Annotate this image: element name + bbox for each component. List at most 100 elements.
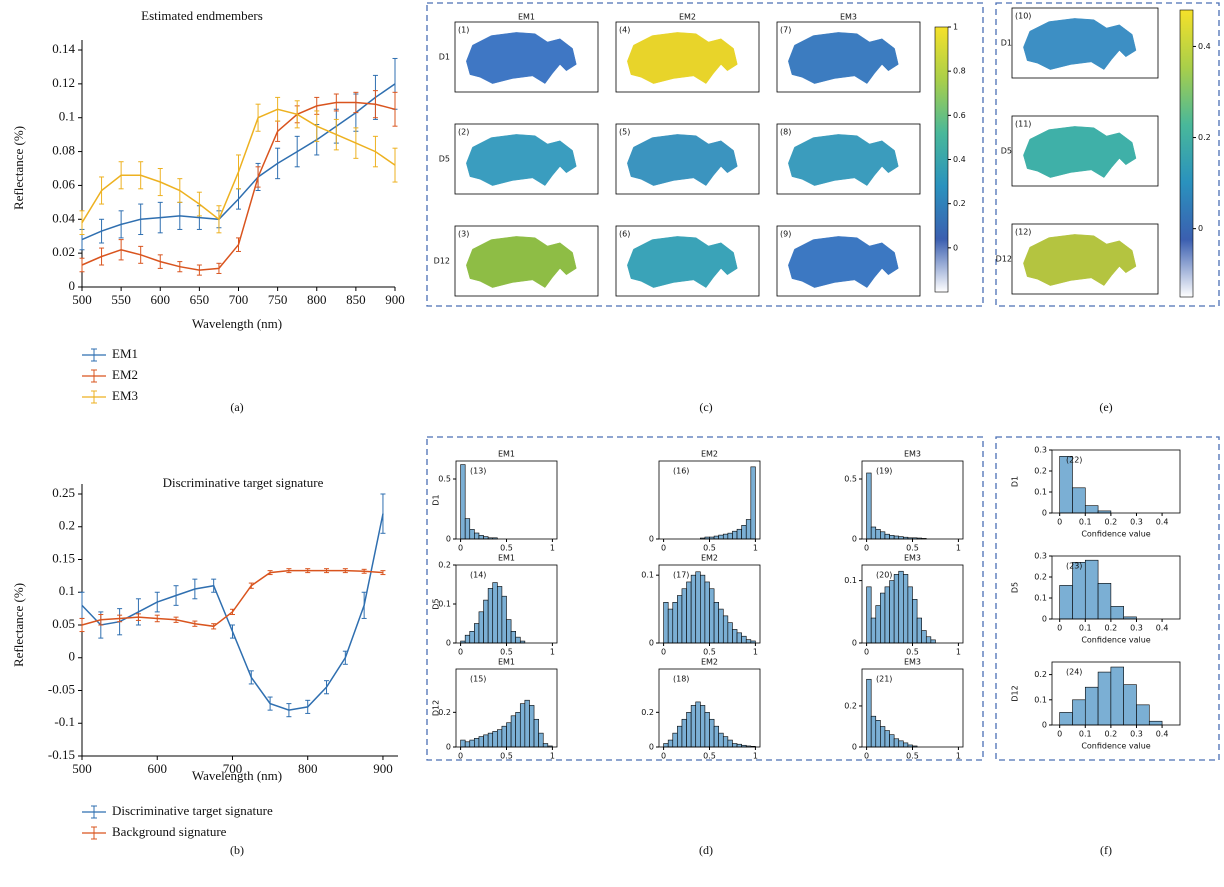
histogram-bar [876,720,881,747]
x-tick-label: 0.3 [1130,624,1143,633]
x-tick-label: 0.2 [1105,518,1118,527]
histogram-bar [876,529,881,539]
x-tick-label: 0 [864,544,869,553]
histogram-bar [682,719,687,747]
histogram-bar [894,739,899,747]
row-label: D1 [439,53,450,62]
x-tick-label: 0 [864,752,869,761]
y-tick-label: 0.2 [438,561,451,570]
x-tick-label: 1 [753,648,758,657]
histogram-bar [890,535,895,539]
row-label: D12 [434,257,450,266]
histogram-title: EM2 [701,554,718,563]
histogram-bar [737,529,742,539]
y-tick-label: 0.14 [52,41,75,56]
histogram-bar [890,581,895,643]
y-tick-label: 0.1 [844,576,857,585]
histogram-bar [926,637,931,643]
y-tick-label: 0.3 [1034,552,1047,561]
x-tick-label: 0 [864,648,869,657]
histogram-bar [742,525,747,539]
histogram-bar [484,600,489,643]
x-tick-label: 0 [661,648,666,657]
histogram-bar [677,726,682,747]
histogram-bar [728,623,733,643]
x-tick-label: 0.3 [1130,518,1143,527]
histogram-bar [723,737,728,747]
histogram-bar [470,631,475,643]
histogram-title: EM2 [701,450,718,459]
y-tick-label: 0.25 [52,485,75,500]
histogram-bar [516,712,521,747]
histogram-title: EM1 [498,554,515,563]
histogram-bar [885,731,890,747]
colorbar [1180,10,1193,297]
histogram-bar [1085,506,1098,513]
histogram-bar [899,571,904,643]
y-tick-label: 0 [649,743,654,752]
colorbar-tick-label: 0.4 [953,155,966,164]
x-axis-label: Confidence value [1081,742,1150,751]
colorbar-tick-label: 1 [953,23,958,32]
histogram-bar [465,519,470,539]
panel-label: (c) [699,400,712,414]
column-title: EM1 [518,13,535,22]
histogram-bar [746,520,751,540]
y-tick-label: 0.2 [844,701,857,710]
x-tick-label: 0.5 [703,648,716,657]
histogram-bar [746,640,751,643]
histogram-bar [1060,585,1073,619]
x-tick-label: 0.5 [703,752,716,761]
map-label: (6) [619,230,630,239]
histogram-bar [890,735,895,747]
histogram-bar [687,582,692,643]
x-tick-label: 0 [458,648,463,657]
histogram-bar [871,716,876,747]
x-tick-label: 0.1 [1079,518,1092,527]
histogram-bar [1136,705,1149,725]
histogram-bar [497,730,502,747]
histogram-bar [516,637,521,643]
histogram-bar [470,740,475,747]
histogram-bar [1149,721,1162,725]
x-tick-label: 0 [661,752,666,761]
y-tick-label: 0 [446,535,451,544]
x-tick-label: 1 [753,752,758,761]
histogram-bar [700,705,705,747]
row-label: D5 [1001,147,1012,156]
y-tick-label: 0.5 [438,475,451,484]
histogram-bar [520,704,525,747]
histogram-label: (19) [876,467,892,476]
x-axis-label: Confidence value [1081,530,1150,539]
x-tick-label: 1 [956,544,961,553]
histogram-bar [719,609,724,643]
histogram-bar [903,574,908,643]
histogram-label: (24) [1066,668,1082,677]
colorbar [935,27,948,292]
y-tick-label: 0.1 [438,600,451,609]
y-tick-label: 0.02 [52,244,75,259]
x-tick-label: 0.1 [1079,624,1092,633]
y-tick-label: 0.3 [1034,446,1047,455]
y-tick-label: 0.1 [1034,488,1047,497]
map-label: (3) [458,230,469,239]
histogram-bar [732,531,737,539]
column-title: EM2 [679,13,696,22]
histogram-bar [922,631,927,643]
histogram-bar [867,473,872,539]
x-tick-label: 700 [229,292,249,307]
histogram-bar [529,705,534,747]
y-tick-label: 0 [649,639,654,648]
map-label: (10) [1015,12,1031,21]
histogram-label: (15) [470,675,486,684]
y-tick-label: 0 [69,649,76,664]
x-tick-label: 900 [385,292,405,307]
histogram-bar [885,534,890,539]
histogram-bar [917,618,922,643]
panel-label: (e) [1099,400,1112,414]
histogram-bar [894,536,899,539]
y-axis-label: Reflectance (%) [11,583,26,667]
histogram-bar [732,629,737,643]
x-tick-label: 0.5 [906,544,919,553]
histogram-bar [1124,685,1137,725]
